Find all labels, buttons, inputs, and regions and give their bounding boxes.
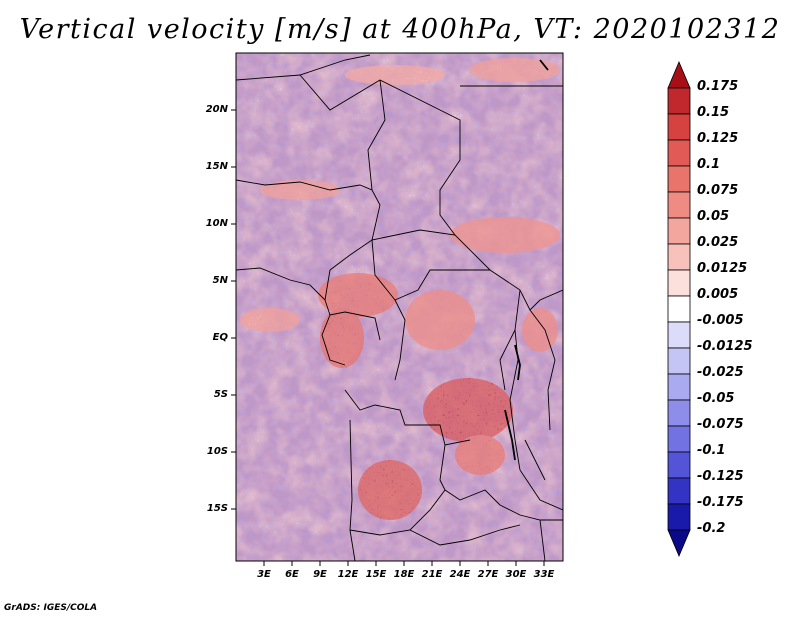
lat-label-5s: 5S [213,389,228,400]
colorbar-segment [667,243,691,271]
colorbar-label: 0.125 [697,131,739,146]
colorbar-segment [667,165,691,193]
lat-label-20n: 20N [205,104,228,115]
field-speckle [236,53,563,561]
colorbar-segment [667,477,691,505]
lat-label-5n: 5N [212,275,228,286]
colorbar-label: 0.025 [697,235,739,250]
colorbar-top-arrow [667,60,691,89]
lon-label-30e: 30E [505,569,527,580]
colorbar-label: -0.1 [697,443,726,458]
lon-label-12e: 12E [337,569,359,580]
colorbar-label: -0.005 [697,313,744,328]
colorbar-segment [667,399,691,427]
colorbar-label: -0.175 [697,495,744,510]
colorbar-segment [667,269,691,297]
lat-label-eq: EQ [212,332,228,343]
lon-label-6e: 6E [285,569,299,580]
colorbar-segment [667,87,691,115]
lat-label-10n: 10N [205,218,228,229]
lon-label-9e: 9E [313,569,327,580]
colorbar-label: 0.15 [697,105,730,120]
colorbar-label: -0.025 [697,365,744,380]
lon-label-27e: 27E [477,569,499,580]
lat-ticks [231,109,236,510]
colorbar [667,60,691,558]
footer-credit: GrADS: IGES/COLA [4,603,98,613]
lat-label-15s: 15S [206,503,228,514]
colorbar-label: 0.005 [697,287,739,302]
colorbar-label: -0.075 [697,417,744,432]
colorbar-segment [667,139,691,167]
colorbar-segment [667,321,691,349]
colorbar-segment [667,425,691,453]
lakes [504,59,549,461]
colorbar-label: -0.125 [697,469,744,484]
chart-title: Vertical velocity [m/s] at 400hPa, VT: 2… [19,14,781,45]
colorbar-label: -0.2 [697,521,726,536]
lon-label-3e: 3E [257,569,271,580]
colorbar-segment [667,217,691,245]
colorbar-label: -0.0125 [697,339,753,354]
colorbar-segment [667,191,691,219]
colorbar-segment [667,347,691,375]
colorbar-segment [667,295,691,323]
colorbar-bottom-arrow [667,529,691,558]
country-borders [236,54,563,561]
lon-ticks [263,561,545,566]
colorbar-label: 0.05 [697,209,730,224]
lat-label-10s: 10S [206,446,228,457]
lon-label-21e: 21E [421,569,443,580]
colorbar-segment [667,113,691,141]
lon-label-15e: 15E [365,569,387,580]
colorbar-label: -0.05 [697,391,735,406]
map-frame [235,52,564,562]
colorbar-label: 0.1 [697,157,721,172]
lat-label-15n: 15N [205,161,228,172]
vertical-velocity-field [236,53,563,561]
colorbar-label: 0.0125 [697,261,748,276]
lon-label-18e: 18E [393,569,415,580]
lon-label-33e: 33E [533,569,555,580]
colorbar-segment [667,451,691,479]
colorbar-label: 0.075 [697,183,739,198]
colorbar-segment [667,373,691,401]
colorbar-segment [667,503,691,531]
colorbar-label: 0.175 [697,79,739,94]
lon-label-24e: 24E [449,569,471,580]
